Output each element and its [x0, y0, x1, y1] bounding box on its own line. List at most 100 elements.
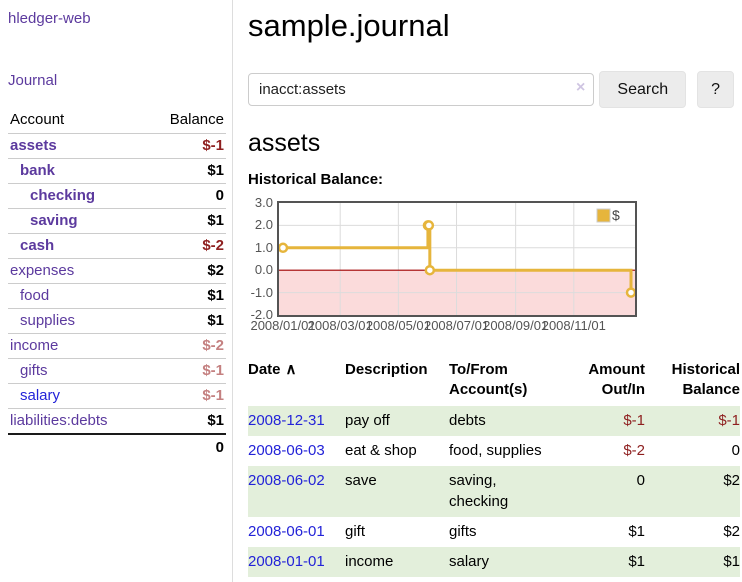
account-balance: $-1	[145, 358, 226, 384]
search-input-wrap: ×	[248, 73, 595, 106]
chart-x-axis-labels: 2008/01/01 2008/03/01 2008/05/01 2008/07/01…	[250, 318, 657, 336]
account-row: expenses $2	[8, 258, 226, 284]
account-balance: $1	[145, 308, 226, 334]
account-balance: $2	[145, 258, 226, 284]
register-column-header[interactable]: Date ∧	[248, 361, 297, 378]
account-row: liabilities:debts $1	[8, 408, 226, 435]
sidebar: hledger-web Journal Account Balance asse…	[0, 0, 233, 582]
account-row: saving $1	[8, 208, 226, 234]
x-tick-label: 2008/03/01	[307, 318, 373, 333]
accounts-header-account: Account	[8, 109, 146, 134]
account-balance: $-2	[145, 333, 226, 359]
register-date-link[interactable]: 2008-01-01	[248, 546, 345, 577]
register-description: save	[345, 465, 449, 517]
register-balance: $2	[723, 522, 740, 540]
account-link[interactable]: assets	[10, 137, 57, 154]
register-amount: $-2	[623, 441, 645, 459]
nav-journal-link[interactable]: Journal	[8, 72, 58, 89]
register-row: 2008-06-03 eat & shop food, supplies $-2 0	[248, 436, 740, 466]
register-amount: $1	[559, 546, 645, 577]
sort-ascending-icon: ∧	[285, 361, 297, 378]
page-title: sample.journal	[248, 8, 450, 43]
accounts-header-balance: Balance	[145, 109, 226, 134]
register-description: income	[345, 546, 449, 577]
register-description: pay off	[345, 405, 449, 436]
search-form: × Search ?	[248, 71, 734, 108]
account-heading: assets	[248, 129, 321, 157]
clear-search-icon[interactable]: ×	[576, 79, 586, 96]
help-button[interactable]: ?	[697, 71, 734, 108]
account-row: salary $-1	[8, 383, 226, 409]
account-link[interactable]: expenses	[10, 262, 75, 279]
account-link[interactable]: gifts	[20, 362, 48, 379]
account-balance: $-1	[145, 383, 226, 409]
register-balance: $2	[645, 465, 740, 517]
account-cell: cash	[8, 233, 146, 259]
accounts-table: Account Balance assets $-1 bank $1 checking 0…	[8, 109, 226, 460]
search-input[interactable]	[248, 73, 595, 106]
chart-plot-area: $	[277, 201, 637, 322]
account-balance: $1	[145, 408, 226, 435]
x-tick-label: 2008/07/01	[423, 318, 490, 333]
x-tick-label: 2008/01/01	[250, 318, 316, 333]
historical-balance-chart: 3.0 2.0 1.0 0.0 -1.0 -2.0 $ 2008/01/01 2008/03…	[248, 195, 734, 337]
account-link[interactable]: income	[10, 337, 59, 354]
account-link[interactable]: salary	[20, 387, 61, 404]
account-balance: 0	[145, 183, 226, 209]
register-column-header: Description	[345, 361, 428, 378]
register-date-link[interactable]: 2008-06-01	[248, 522, 325, 540]
register-balance: $-1	[645, 405, 740, 436]
register-balance: $1	[645, 546, 740, 577]
app-brand-link[interactable]: hledger-web	[8, 10, 91, 27]
register-description: eat & shop	[345, 441, 417, 459]
register-column-header: Historical Balance	[671, 361, 740, 399]
account-cell: supplies	[8, 308, 146, 334]
y-tick-label: 2.0	[254, 217, 273, 233]
register-accounts: food, supplies	[449, 441, 542, 459]
y-tick-label: -1.0	[250, 284, 273, 300]
register-column-header: To/From Account(s)	[449, 361, 528, 399]
register-date-link[interactable]: 2008-12-31	[248, 405, 345, 436]
register-balance: 0	[731, 441, 740, 459]
main-content: sample.journal × Search ? assets Histori…	[234, 0, 742, 582]
chart-title: Historical Balance:	[248, 171, 384, 188]
x-tick-label: 2008/09/01	[483, 318, 549, 333]
account-link[interactable]: cash	[20, 237, 55, 254]
register-date-link[interactable]: 2008-06-02	[248, 465, 345, 517]
account-balance: $-2	[145, 233, 226, 259]
y-tick-label: 0.0	[254, 262, 273, 278]
accounts-total-spacer	[8, 433, 146, 460]
account-balance: $-1	[145, 133, 226, 159]
register-amount: 0	[559, 465, 645, 517]
x-tick-label: 2008/05/01	[365, 318, 431, 333]
register-accounts: salary	[449, 546, 559, 577]
y-tick-label: -2.0	[250, 307, 273, 322]
register-accounts: debts	[449, 405, 559, 436]
register-row: 2008-06-02 save saving, checking 0 $2	[248, 465, 740, 517]
register-date-link[interactable]: 2008-06-03	[248, 441, 325, 459]
search-button[interactable]: Search	[599, 71, 687, 108]
account-row: supplies $1	[8, 308, 226, 334]
register-row: 2008-01-01 income salary $1 $1	[248, 546, 740, 577]
account-row: income $-2	[8, 333, 226, 359]
accounts-total-row: 0	[8, 433, 226, 460]
account-row: cash $-2	[8, 233, 226, 259]
account-link[interactable]: saving	[30, 212, 78, 229]
x-tick-label: 2008/11/01	[541, 318, 606, 333]
register-accounts: gifts	[449, 522, 477, 540]
register-description: gift	[345, 522, 366, 540]
chart-svg: $	[277, 201, 637, 317]
account-link[interactable]: food	[20, 287, 50, 304]
account-cell: checking	[8, 183, 146, 209]
y-tick-label: 1.0	[254, 239, 273, 255]
account-link[interactable]: liabilities:debts	[10, 412, 108, 429]
account-cell: salary	[8, 383, 146, 409]
account-balance: $1	[145, 283, 226, 309]
account-link[interactable]: bank	[20, 162, 56, 179]
account-balance: $1	[145, 158, 226, 184]
account-cell: gifts	[8, 358, 146, 384]
account-link[interactable]: checking	[30, 187, 96, 204]
account-link[interactable]: supplies	[20, 312, 76, 329]
account-cell: bank	[8, 158, 146, 184]
